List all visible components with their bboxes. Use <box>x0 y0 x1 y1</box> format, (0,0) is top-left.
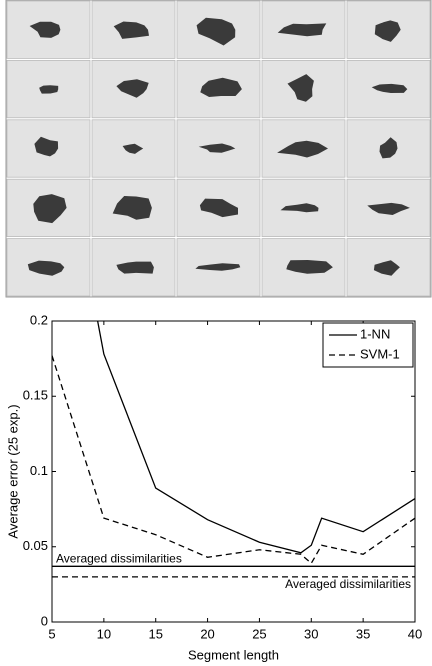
thumb-shape <box>277 140 328 158</box>
x-tick-label: 20 <box>200 626 214 641</box>
thumb-shape <box>367 202 410 215</box>
reference-label: Averaged dissimilarities <box>56 551 182 565</box>
y-tick-label: 0.2 <box>30 312 48 327</box>
thumb-shape <box>116 261 154 274</box>
series-line <box>52 355 415 565</box>
x-tick-label: 35 <box>356 626 370 641</box>
thumb-shape <box>33 194 67 224</box>
thumb-shape <box>374 20 401 42</box>
shape-grid <box>5 0 432 298</box>
thumb-shape <box>287 74 314 102</box>
x-tick-label: 25 <box>252 626 266 641</box>
thumb-shape <box>199 198 238 218</box>
thumb-shape <box>113 21 149 39</box>
legend-box <box>322 322 414 368</box>
thumb-shape <box>27 260 65 276</box>
thumb-shape <box>200 77 242 97</box>
x-tick-label: 10 <box>97 626 111 641</box>
thumb-shape <box>280 203 319 213</box>
thumb-shape <box>39 85 59 94</box>
thumb-cell <box>6 238 91 297</box>
y-tick-label: 0.15 <box>23 388 48 403</box>
thumb-shape <box>371 83 408 93</box>
chart: 5 10 15 20 25 30 35 40 0 0.05 0.1 0.15 0.2 Segment le… <box>5 312 422 662</box>
x-axis-label: Segment length <box>188 647 279 662</box>
y-tick-label: 0.1 <box>30 463 48 478</box>
reference-label: Averaged dissimilarities <box>285 577 411 591</box>
x-tick-label: 5 <box>48 626 55 641</box>
y-tick-label: 0 <box>41 613 48 628</box>
thumb-shape <box>277 23 327 37</box>
thumb-shape <box>122 143 144 154</box>
x-tick-label: 15 <box>148 626 162 641</box>
legend-label: SVM-1 <box>360 346 400 361</box>
x-tick-label: 40 <box>408 626 422 641</box>
thumb-shape <box>195 263 241 271</box>
legend-label: 1-NN <box>360 326 390 341</box>
thumb-shape <box>373 260 400 276</box>
y-axis-label: Average error (25 exp.) <box>5 404 20 538</box>
y-tick-label: 0.05 <box>23 538 48 553</box>
thumb-shape <box>198 143 236 153</box>
thumb-shape <box>379 137 398 159</box>
thumb-shape <box>112 196 152 220</box>
thumb-shape <box>29 21 61 38</box>
x-tick-label: 30 <box>304 626 318 641</box>
thumb-shape <box>116 79 149 98</box>
plot-area <box>51 320 416 623</box>
thumb-shape <box>196 17 236 46</box>
thumb-shape <box>34 136 59 157</box>
thumb-shape <box>286 260 333 274</box>
series-line <box>96 321 415 554</box>
